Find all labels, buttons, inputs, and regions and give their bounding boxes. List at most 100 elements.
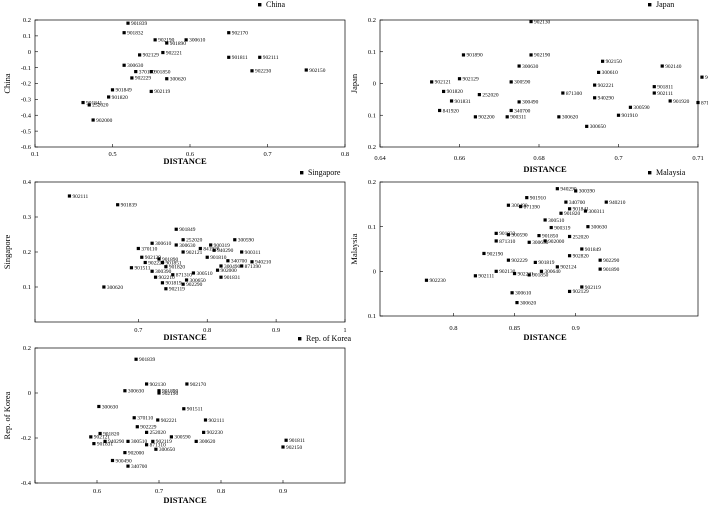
- point-label: 901811: [657, 84, 673, 90]
- y-tick-label: -0.6: [21, 144, 32, 151]
- scatter-point: [529, 19, 533, 24]
- y-tick-label: 0.1: [368, 313, 376, 320]
- x-tick-label: 0.8: [341, 151, 349, 158]
- scatter-point: [527, 240, 531, 244]
- point-label: 901849: [179, 227, 195, 233]
- point-label: 901820: [112, 95, 128, 101]
- scatter-point: [123, 389, 127, 393]
- point-label: 902170: [190, 382, 206, 388]
- scatter-point: [668, 99, 672, 103]
- scatter-point: [150, 269, 154, 273]
- y-tick-label: -0.5: [21, 128, 31, 135]
- point-label: 901810: [210, 255, 226, 261]
- point-label: 340700: [569, 200, 585, 206]
- panel-malaysia: 0.8 0.85 0.9 0.2 0.1 0 0.1 DISTANCE Malaysia Mala…: [349, 168, 699, 342]
- point-label: 902820: [573, 254, 589, 260]
- scatter-point: [457, 77, 462, 81]
- y-axis-label: Japan: [349, 73, 359, 93]
- x-axis-label: DISTANCE: [523, 164, 567, 174]
- point-label: 900311: [245, 250, 261, 256]
- scatter-point: [145, 430, 149, 434]
- y-tick-label: 0.1: [23, 284, 31, 291]
- point-label: 871310: [499, 239, 515, 245]
- x-tick-label: 0.8: [217, 488, 225, 495]
- scatter-point: [156, 418, 160, 422]
- x-axis-label: DISTANCE: [523, 332, 567, 342]
- point-label: 300630: [522, 64, 538, 70]
- point-label: 902229: [148, 260, 164, 266]
- point-label: 901819: [538, 260, 554, 266]
- scatter-point: [506, 233, 511, 237]
- point-label: 252020: [573, 234, 589, 240]
- scatter-point: [145, 382, 149, 386]
- scatter-point: [181, 282, 185, 286]
- point-label: 300630: [127, 63, 143, 69]
- panel-singapore: 0.7 0.8 0.9 1 0.4 0.3 0.2 0.1 DISTANCE Singapore S…: [2, 168, 347, 342]
- scatter-point: [102, 285, 106, 289]
- scatter-point: [494, 239, 498, 243]
- point-label: 902150: [606, 59, 622, 65]
- scatter-point: [583, 209, 588, 213]
- point-label: 901910: [530, 195, 546, 201]
- point-label: 900311: [510, 115, 526, 121]
- y-axis-label: Malaysia: [349, 233, 359, 264]
- point-label: 902229: [135, 76, 151, 82]
- scatter-point: [165, 41, 169, 45]
- point-label: 300630: [179, 243, 195, 249]
- scatter-point: [174, 227, 178, 231]
- y-tick-label: 0.2: [23, 345, 31, 352]
- point-label: 370110: [139, 69, 155, 75]
- scatter-point: [549, 225, 553, 230]
- scatter-point: [89, 435, 93, 439]
- scatter-point: [604, 200, 608, 204]
- point-label: 340700: [514, 108, 530, 114]
- scatter-point: [525, 196, 529, 200]
- point-label: 300650: [590, 124, 606, 130]
- scatter-point: [567, 254, 572, 258]
- scatter-point: [424, 278, 429, 282]
- point-label: 902170: [232, 31, 248, 37]
- scatter-point: [164, 287, 168, 291]
- plot-frame: [379, 181, 699, 317]
- scatter-point: [494, 269, 498, 273]
- scatter-point: [519, 204, 523, 209]
- scatter-point: [103, 439, 107, 443]
- point-label: 902190: [534, 53, 550, 59]
- scatter-point: [537, 234, 541, 238]
- scatter-point: [580, 285, 584, 289]
- point-label: 902111: [263, 55, 279, 61]
- y-tick-label: -0.4: [21, 112, 32, 119]
- point-label: 300610: [155, 241, 171, 247]
- point-label: 901831: [97, 441, 113, 447]
- x-tick-label: 0.66: [454, 155, 466, 162]
- scatter-point: [140, 255, 144, 259]
- y-tick-label: 0.3: [23, 214, 31, 221]
- panel-china: 0.1 0.5 0.6 0.7 0.8 0.2 0.1 0 -0.1 -0.2 -0.3 -0.4 -0…: [2, 0, 349, 166]
- point-label: 902124: [560, 265, 576, 271]
- scatter-point: [517, 64, 521, 68]
- point-label: 871300: [566, 91, 582, 97]
- scatter-point: [574, 189, 578, 193]
- scatter-point: [505, 115, 509, 119]
- scatter-point: [81, 100, 85, 105]
- point-label: 901839: [131, 21, 147, 27]
- scatter-point: [184, 278, 189, 282]
- scatter-point: [660, 64, 664, 68]
- point-label: 901890: [162, 389, 178, 395]
- point-label: 902121: [435, 80, 451, 86]
- point-label: 902111: [209, 418, 225, 424]
- scatter-point: [182, 407, 186, 411]
- point-label: 300510: [548, 218, 564, 224]
- point-label: 901839: [121, 203, 137, 209]
- y-tick-label: 0.2: [368, 17, 376, 24]
- scatter-point: [164, 265, 168, 269]
- scatter-point: [555, 187, 559, 191]
- scatter-point: [509, 80, 513, 84]
- point-label: 300510: [131, 439, 147, 445]
- point-label: 901820: [169, 265, 185, 271]
- scatter-point: [567, 207, 572, 211]
- scatter-point: [136, 246, 140, 251]
- scatter-point: [227, 31, 231, 35]
- point-label: 902129: [143, 53, 159, 59]
- scatter-point: [240, 264, 244, 268]
